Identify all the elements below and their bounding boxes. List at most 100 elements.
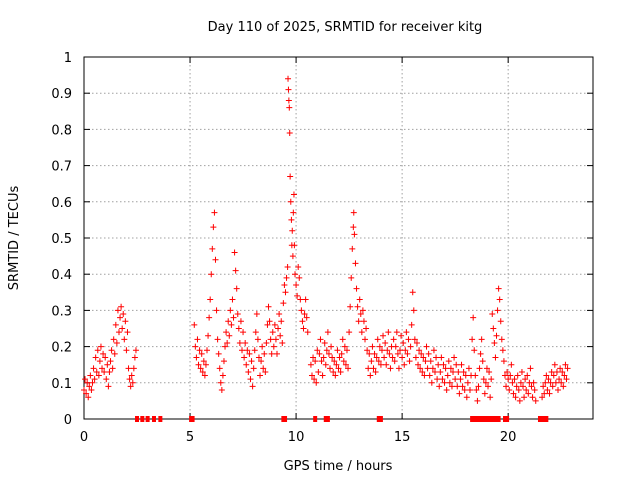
data-point <box>496 296 503 303</box>
data-point <box>191 321 198 328</box>
data-point <box>343 347 350 354</box>
data-point <box>289 227 296 234</box>
data-point <box>298 307 305 314</box>
data-point <box>425 350 432 357</box>
data-point <box>555 387 562 394</box>
data-point <box>270 343 277 350</box>
y-tick-label: 0 <box>64 413 72 428</box>
data-point <box>293 282 300 289</box>
data-point <box>463 394 470 401</box>
data-point <box>482 379 489 386</box>
data-point <box>261 350 268 357</box>
data-point <box>231 249 238 256</box>
data-point <box>366 350 373 357</box>
data-point <box>394 350 401 357</box>
data-point <box>524 372 531 379</box>
data-point <box>209 245 216 252</box>
data-point <box>199 368 206 375</box>
data-point <box>370 365 377 372</box>
data-point <box>401 361 408 368</box>
data-point <box>225 318 232 325</box>
data-point <box>371 350 378 357</box>
data-point <box>292 271 299 278</box>
data-point <box>254 336 261 343</box>
data-point <box>93 368 100 375</box>
data-point <box>201 372 208 379</box>
zero-data-point <box>490 416 495 422</box>
data-point <box>218 387 225 394</box>
data-point <box>111 350 118 357</box>
data-point <box>416 347 423 354</box>
data-point <box>308 372 315 379</box>
data-point <box>378 347 385 354</box>
data-point <box>471 347 478 354</box>
data-point <box>102 354 109 361</box>
zero-data-point <box>470 416 475 422</box>
data-point <box>430 347 437 354</box>
data-point <box>412 354 419 361</box>
data-point <box>439 376 446 383</box>
data-point <box>508 361 515 368</box>
data-point <box>321 339 328 346</box>
data-point <box>350 224 357 231</box>
data-point <box>399 354 406 361</box>
data-point <box>119 325 126 332</box>
data-point <box>265 303 272 310</box>
data-point <box>424 365 431 372</box>
data-point <box>478 336 485 343</box>
data-point <box>283 274 290 281</box>
x-tick-label: 20 <box>500 430 517 445</box>
data-point <box>473 387 480 394</box>
data-point <box>358 329 365 336</box>
zero-data-point <box>482 416 487 422</box>
data-point <box>90 365 97 372</box>
data-point <box>369 343 376 350</box>
data-point <box>352 260 359 267</box>
data-point <box>94 347 101 354</box>
data-point <box>421 372 428 379</box>
data-point <box>553 368 560 375</box>
data-point <box>485 383 492 390</box>
zero-data-point <box>544 416 549 422</box>
data-point <box>372 368 379 375</box>
zero-data-point <box>283 416 288 422</box>
data-point <box>131 354 138 361</box>
zero-data-point <box>502 416 507 422</box>
zero-data-point <box>484 416 489 422</box>
data-point <box>411 336 418 343</box>
data-point <box>228 321 235 328</box>
data-point <box>220 358 227 365</box>
data-point <box>275 325 282 332</box>
data-point <box>196 347 203 354</box>
data-point <box>438 354 445 361</box>
data-point <box>420 354 427 361</box>
data-point <box>207 296 214 303</box>
data-point <box>407 343 414 350</box>
data-point <box>204 347 211 354</box>
data-point <box>429 365 436 372</box>
data-point <box>383 361 390 368</box>
data-point <box>477 350 484 357</box>
zero-data-point <box>476 416 481 422</box>
data-point <box>329 354 336 361</box>
data-point <box>490 325 497 332</box>
data-point <box>558 379 565 386</box>
data-point <box>214 336 221 343</box>
data-point <box>556 376 563 383</box>
data-point <box>390 336 397 343</box>
data-point <box>300 325 307 332</box>
data-point <box>205 332 212 339</box>
data-point <box>192 343 199 350</box>
data-point <box>560 383 567 390</box>
data-point <box>455 368 462 375</box>
data-point <box>268 350 275 357</box>
data-point <box>382 339 389 346</box>
data-point <box>522 376 529 383</box>
data-point <box>374 336 381 343</box>
data-point <box>314 347 321 354</box>
zero-data-point <box>140 416 145 422</box>
data-point <box>527 365 534 372</box>
data-point <box>542 379 549 386</box>
data-point <box>488 376 495 383</box>
data-point <box>460 368 467 375</box>
